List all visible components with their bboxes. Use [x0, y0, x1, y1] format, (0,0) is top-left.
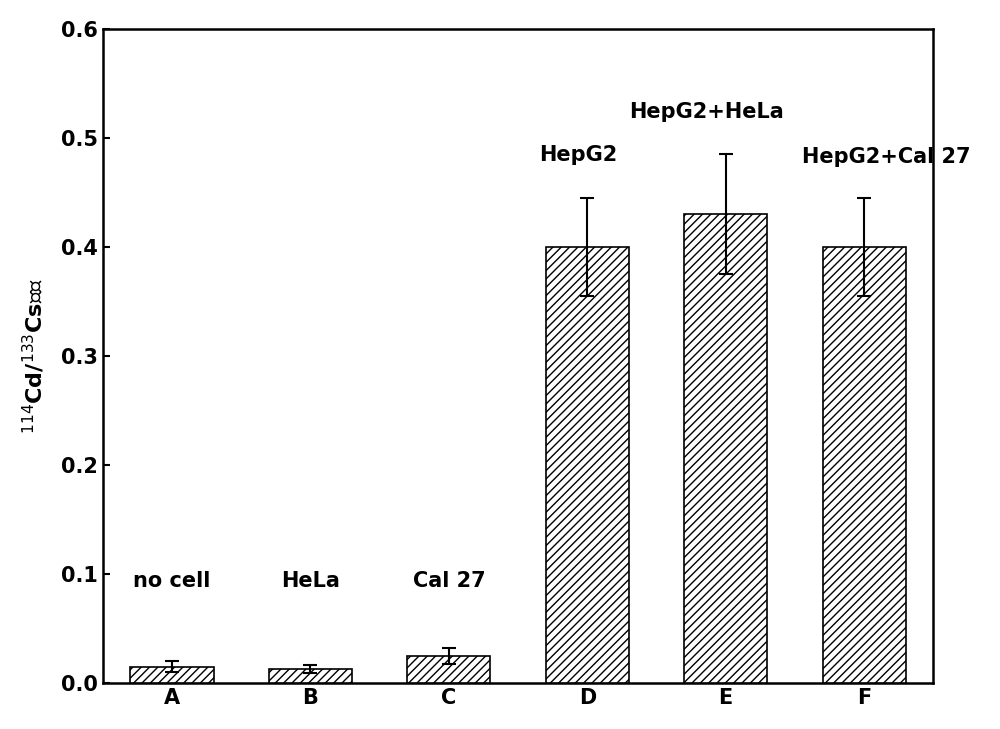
- Bar: [407, 656, 490, 683]
- Y-axis label: $^{114}$Cd/$^{133}$Cs比值: $^{114}$Cd/$^{133}$Cs比值: [21, 278, 47, 434]
- Text: Cal 27: Cal 27: [413, 571, 485, 590]
- Bar: [269, 669, 352, 683]
- Text: HeLa: HeLa: [281, 571, 340, 590]
- Text: HepG2+HeLa: HepG2+HeLa: [629, 101, 784, 122]
- Text: HepG2+Cal 27: HepG2+Cal 27: [802, 147, 970, 168]
- Text: no cell: no cell: [133, 571, 211, 590]
- Text: HepG2: HepG2: [539, 145, 617, 165]
- Bar: [684, 214, 767, 683]
- Bar: [823, 247, 906, 683]
- Bar: [546, 247, 629, 683]
- Bar: [130, 667, 214, 683]
